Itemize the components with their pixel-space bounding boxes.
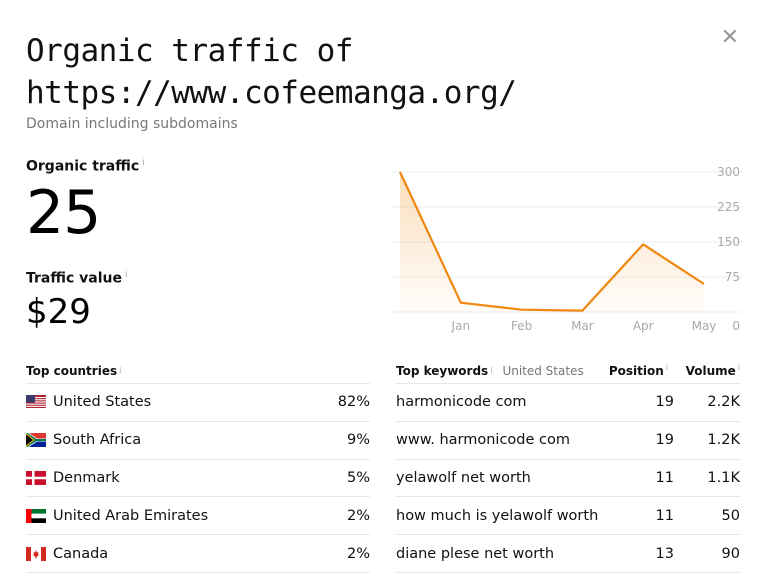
page-subtitle: Domain including subdomains <box>26 116 238 132</box>
country-row[interactable]: South Africa 9% <box>26 422 370 460</box>
country-share: 2% <box>346 507 370 524</box>
volume-header-text: Volume <box>685 364 736 378</box>
info-icon[interactable]: i <box>490 366 493 375</box>
keyword-volume: 1.2K <box>707 432 740 449</box>
us-flag-icon <box>26 395 53 410</box>
page-title-line2: https://www.cofeemanga.org/ <box>26 75 517 111</box>
keyword-text[interactable]: harmonicode com <box>396 394 527 411</box>
keyword-row[interactable]: harmonicode com 19 2.2K <box>396 384 740 422</box>
position-column-header[interactable]: Position i <box>596 363 668 378</box>
traffic-series-line[interactable] <box>399 171 705 312</box>
keyword-row[interactable]: diane plese net worth 13 90 <box>396 535 740 573</box>
y-tick-label: 75 <box>725 270 740 284</box>
x-tick-label: Apr <box>633 319 654 333</box>
canada-flag-icon <box>26 546 53 561</box>
keyword-position: 13 <box>655 545 674 562</box>
y-tick-label: 225 <box>717 200 740 214</box>
traffic-value-label: Traffic value i <box>26 270 128 287</box>
top-keywords-title: Top keywords <box>396 363 489 378</box>
traffic-value-value: $29 <box>26 292 91 332</box>
country-row[interactable]: United Arab Emirates 2% <box>26 497 370 536</box>
x-tick-label: Mar <box>571 319 594 333</box>
top-countries-table: Top countries i United States 82% South Afr… <box>26 358 370 573</box>
keywords-region[interactable]: United States <box>502 363 584 378</box>
keyword-volume: 1.1K <box>707 469 740 486</box>
y-tick-label: 300 <box>717 165 740 179</box>
country-name: Denmark <box>53 469 120 486</box>
organic-traffic-label: Organic traffic i <box>26 158 145 175</box>
close-icon[interactable]: ✕ <box>720 25 740 50</box>
x-tick-label: Jan <box>451 319 471 333</box>
x-tick-label: May <box>692 319 717 333</box>
top-keywords-header: Top keywords i United States Position i Vo… <box>396 358 740 384</box>
organic-traffic-value: 25 <box>26 178 101 248</box>
country-share: 82% <box>337 394 370 411</box>
keyword-position: 11 <box>655 507 674 524</box>
position-header-text: Position <box>608 364 664 378</box>
organic-traffic-label-text: Organic traffic <box>26 158 140 175</box>
south-africa-flag-icon <box>26 433 53 448</box>
keyword-text[interactable]: yelawolf net worth <box>396 469 531 486</box>
traffic-value-label-text: Traffic value <box>26 270 122 287</box>
keyword-text[interactable]: how much is yelawolf worth <box>396 507 599 524</box>
info-icon[interactable]: i <box>119 366 122 375</box>
keyword-row[interactable]: www. harmonicode com 19 1.2K <box>396 422 740 460</box>
keyword-text[interactable]: diane plese net worth <box>396 545 555 562</box>
traffic-chart: 300 225 150 75 0 Jan Feb Mar Apr May <box>392 165 742 333</box>
keyword-row[interactable]: yelawolf net worth 11 1.1K <box>396 460 740 498</box>
keyword-volume: 50 <box>721 507 740 524</box>
volume-column-header[interactable]: Volume i <box>668 363 740 378</box>
top-countries-header: Top countries i <box>26 358 370 384</box>
info-icon[interactable]: i <box>665 363 668 372</box>
country-share: 2% <box>346 545 370 562</box>
country-share: 9% <box>346 432 370 449</box>
denmark-flag-icon <box>26 470 53 485</box>
info-icon[interactable]: i <box>124 270 128 280</box>
keyword-position: 19 <box>655 394 674 411</box>
keyword-position: 19 <box>655 432 674 449</box>
traffic-area-fill <box>400 172 704 312</box>
country-name: United States <box>53 394 152 411</box>
y-tick-label: 0 <box>732 319 740 333</box>
country-row[interactable]: United States 82% <box>26 384 370 422</box>
country-name: South Africa <box>53 432 142 449</box>
keyword-row[interactable]: how much is yelawolf worth 11 50 <box>396 497 740 536</box>
keyword-volume: 90 <box>721 545 740 562</box>
x-tick-label: Feb <box>511 319 532 333</box>
country-name: United Arab Emirates <box>53 507 209 524</box>
country-name: Canada <box>53 545 109 562</box>
keyword-text[interactable]: www. harmonicode com <box>396 432 571 449</box>
keyword-position: 11 <box>655 469 674 486</box>
info-icon[interactable]: i <box>737 363 740 372</box>
country-row[interactable]: Canada 2% <box>26 535 370 573</box>
y-tick-label: 150 <box>717 235 740 249</box>
top-keywords-table: Top keywords i United States Position i Vo… <box>396 358 740 573</box>
page-title: Organic traffic of https://www.cofeemang… <box>26 30 517 114</box>
uae-flag-icon <box>26 508 53 523</box>
country-share: 5% <box>346 469 370 486</box>
page-title-line1: Organic traffic of <box>26 33 353 69</box>
info-icon[interactable]: i <box>142 158 145 168</box>
top-countries-title: Top countries <box>26 363 118 378</box>
country-row[interactable]: Denmark 5% <box>26 460 370 498</box>
keyword-volume: 2.2K <box>707 394 740 411</box>
